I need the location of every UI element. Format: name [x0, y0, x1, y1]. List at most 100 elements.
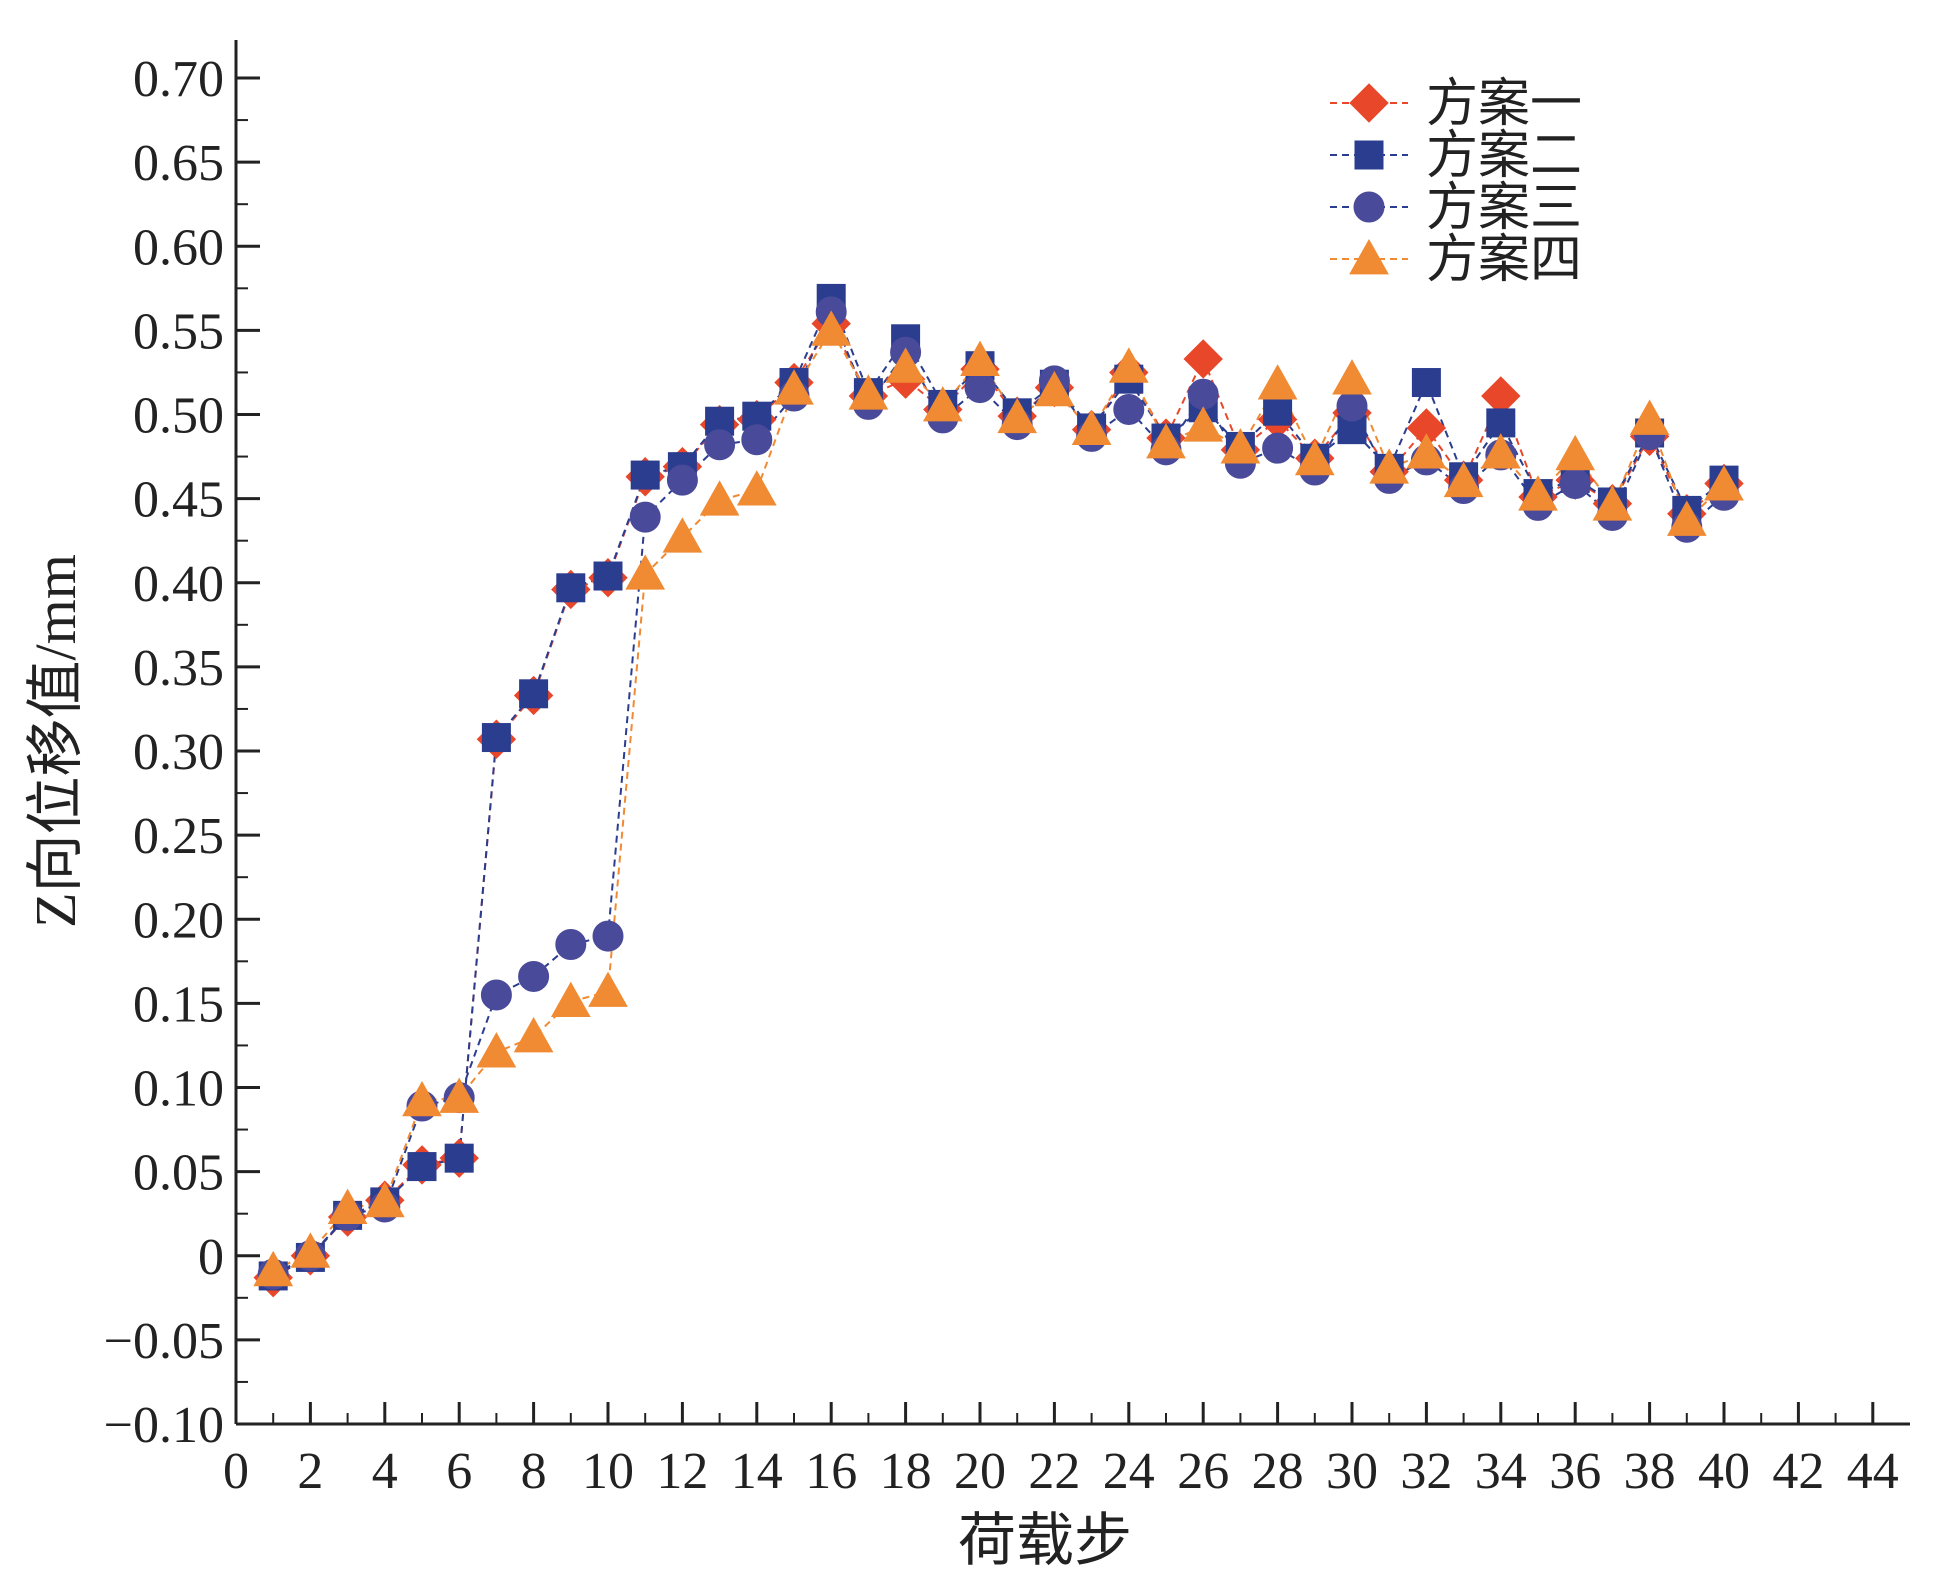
data-point-diamond	[1183, 339, 1223, 379]
legend-item: 方案三	[1330, 180, 1582, 237]
y-tick-label: −0.10	[104, 1397, 224, 1454]
data-point-square	[1263, 396, 1293, 426]
data-point-triangle	[1071, 409, 1112, 445]
axes: 0 2 4 6 8 10 12 14 16 18 20 22 24 26 28 30 32 34 36 38 40 42 4…	[104, 40, 1910, 1500]
data-point-circle	[704, 429, 736, 461]
data-point-triangle	[1480, 433, 1521, 469]
y-tick-label: 0.50	[133, 388, 224, 445]
x-tick-label: 26	[1177, 1443, 1229, 1500]
x-tick-label: 12	[656, 1443, 708, 1500]
legend-item: 方案四	[1330, 232, 1582, 289]
data-point-square	[1486, 408, 1516, 438]
data-point-circle	[555, 928, 587, 960]
data-point-triangle	[1666, 500, 1707, 536]
series-3-points	[257, 296, 1740, 1290]
data-point-triangle	[699, 480, 740, 516]
data-point-triangle	[1518, 475, 1558, 511]
data-point-circle	[1262, 432, 1294, 464]
data-point-circle	[964, 372, 996, 404]
x-tick-label: 36	[1549, 1443, 1601, 1500]
legend-item: 方案一	[1330, 76, 1582, 133]
y-ticks: −0.10 −0.05 0 0.05 0.10 0.15 0.20 0.25 0.30 0.35 0…	[104, 51, 260, 1454]
data-point-triangle	[290, 1232, 331, 1268]
x-tick-label: 32	[1400, 1443, 1452, 1500]
y-tick-label: 0.25	[133, 808, 224, 865]
y-tick-label: 0.10	[133, 1061, 224, 1118]
x-tick-label: 10	[582, 1443, 634, 1500]
y-tick-label: 0.60	[133, 219, 224, 276]
data-point-triangle	[364, 1181, 405, 1218]
data-point-triangle	[1146, 423, 1186, 459]
x-tick-label: 42	[1772, 1443, 1824, 1500]
data-point-square	[630, 460, 660, 490]
data-point-triangle	[1443, 461, 1484, 498]
legend-label: 方案三	[1426, 180, 1582, 237]
data-point-circle	[592, 920, 624, 952]
x-tick-label: 22	[1028, 1443, 1080, 1500]
y-tick-label: 0.70	[133, 51, 224, 108]
data-point-triangle	[1183, 406, 1224, 442]
legend-label: 方案二	[1426, 128, 1582, 185]
data-point-triangle	[253, 1250, 294, 1287]
series-markers	[253, 283, 1744, 1298]
x-tick-label: 30	[1326, 1443, 1378, 1500]
y-tick-label: 0.40	[133, 556, 224, 613]
data-point-triangle	[922, 386, 963, 422]
x-tick-label: 8	[521, 1443, 547, 1500]
x-tick-label: 16	[805, 1443, 857, 1500]
x-tick-label: 2	[297, 1443, 323, 1500]
x-tick-label: 40	[1698, 1443, 1750, 1500]
data-point-triangle	[662, 517, 703, 553]
y-tick-label: −0.05	[104, 1313, 224, 1370]
data-point-triangle	[1294, 439, 1335, 476]
data-point-triangle	[1257, 364, 1298, 400]
y-tick-label: 0	[198, 1229, 224, 1286]
data-point-triangle	[848, 374, 889, 410]
data-point-triangle	[1704, 465, 1744, 501]
data-point-triangle	[1220, 428, 1261, 464]
data-point-triangle	[997, 397, 1038, 434]
data-point-square	[519, 679, 549, 709]
legend-label: 方案四	[1426, 232, 1582, 289]
x-tick-label: 18	[880, 1443, 932, 1500]
data-point-triangle	[774, 369, 814, 405]
data-point-square	[1411, 368, 1441, 398]
data-point-triangle	[1108, 347, 1149, 383]
series-4-points	[253, 310, 1744, 1287]
series-1-points	[253, 303, 1744, 1298]
y-tick-label: 0.55	[133, 303, 224, 360]
x-tick-label: 38	[1624, 1443, 1676, 1500]
x-tick-label: 0	[223, 1443, 249, 1500]
data-point-triangle	[885, 347, 926, 383]
data-point-square	[556, 573, 586, 603]
data-point-square	[481, 723, 511, 753]
x-tick-label: 4	[372, 1443, 398, 1500]
data-point-square	[407, 1152, 437, 1182]
data-point-triangle	[513, 1017, 554, 1053]
y-tick-label: 0.35	[133, 640, 224, 697]
x-tick-label: 6	[446, 1443, 472, 1500]
data-point-triangle	[1332, 359, 1372, 395]
data-point-triangle	[588, 971, 628, 1007]
y-tick-label: 0.65	[133, 135, 224, 192]
data-point-circle	[666, 464, 698, 496]
x-tick-label: 34	[1475, 1443, 1527, 1500]
data-point-triangle	[811, 310, 852, 346]
series-line-3	[272, 309, 1725, 1276]
data-point-triangle	[550, 981, 591, 1018]
data-point-circle	[1113, 393, 1145, 425]
series-line-4	[272, 328, 1725, 1272]
data-point-circle	[480, 979, 512, 1011]
x-tick-label: 28	[1252, 1443, 1304, 1500]
x-tick-label: 24	[1103, 1443, 1155, 1500]
data-point-circle	[518, 960, 550, 992]
data-point-triangle	[1034, 370, 1075, 407]
x-ticks: 0 2 4 6 8 10 12 14 16 18 20 22 24 26 28 30 32 34 36 38 40 42 4…	[223, 1402, 1899, 1500]
y-axis-title: Z向位移值/mm	[23, 554, 88, 928]
y-tick-label: 0.05	[133, 1145, 224, 1202]
data-point-circle	[1559, 467, 1591, 499]
data-point-triangle	[736, 470, 777, 506]
data-point-circle	[741, 424, 773, 456]
